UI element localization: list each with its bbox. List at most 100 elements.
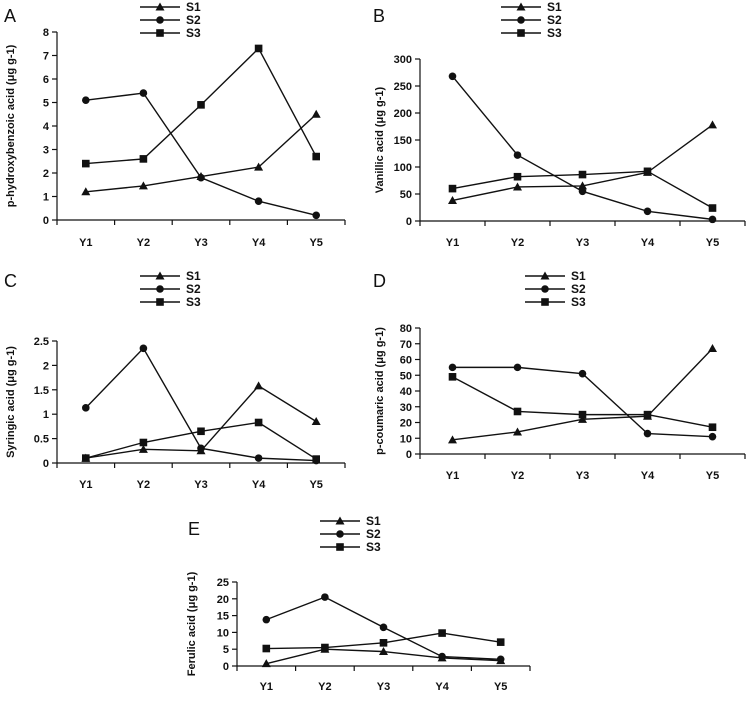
panel-e-y-tick-label: 20 [217,594,229,606]
panel-d-y-tick-label: 10 [400,433,412,445]
panel-d-s3-point [578,410,587,419]
panel-a-x-tick-label: Y3 [194,237,207,249]
panel-c-series-s2-line [85,347,317,462]
panel-a-s3-point [82,159,90,168]
panel-c-s2-point [82,404,90,412]
panel-e-s3-point [496,638,505,646]
panel-b-legend-label-s2: S2 [547,13,562,27]
panel-e-s2-point [262,615,271,624]
panel-b-letter: B [373,6,385,26]
panel-e-legend-label-s2: S2 [366,527,381,541]
panel-a-y-axis-label: p-hydroxybenzoic acid (μg g-1) [5,44,17,207]
panel-e-s3-point [379,639,388,647]
panel-c-s3-point [82,454,90,462]
panel-d-legend-marker-s2 [541,285,549,293]
panel-c-s3-point [197,427,205,436]
panel-e-legend-label-s3: S3 [366,540,381,554]
panel-d-s2-point [578,369,587,378]
panel-c-x-tick-label: Y3 [194,479,207,491]
panel-d-s3-point [448,373,457,381]
panel-c-y-tick-label: 2.5 [34,336,49,348]
panel-d: D 0 10 20 30 40 50 60 70 80 Y1 Y2 Y3 Y4 Y5 p-coumaric a… [373,269,746,482]
panel-c-x-tick-label: Y4 [252,479,266,491]
panel-c-x-tick-label: Y5 [309,479,322,491]
panel-c-s3-point [312,455,320,463]
panel-a-y-tick-label: 0 [43,215,49,227]
panel-c-s1-point [138,444,148,453]
panel-a-y-tick-label: 4 [43,121,50,133]
panel-a-s3-point [197,101,205,109]
panel-c-series-s3 [82,418,320,463]
panel-e-s3-point [262,644,271,653]
panel-b-s3-point [448,184,457,193]
panel-b-y-tick-label: 0 [406,216,412,228]
panel-d-x-tick-label: Y2 [511,470,524,482]
panel-a-x-tick-label: Y4 [252,237,266,249]
panel-d-s1-point [578,414,587,423]
panel-a-s1-point [311,109,321,118]
panel-d-series-s3 [448,373,717,432]
panel-a-s2-point [312,211,321,220]
panel-d-y-tick-label: 50 [400,370,412,382]
panel-b-s1-point [708,120,717,129]
panel-e-legend-label-s1: S1 [366,514,381,528]
panel-c-series-s2 [82,344,321,465]
panel-a-y-tick-label: 1 [43,192,49,204]
panel-d-x-tick-label: Y5 [706,470,719,482]
panel-d-s2-point [708,432,717,441]
panel-b-s3-point [708,204,717,212]
panel-c-s2-point [254,454,263,462]
panel-b-legend-marker-s3 [517,29,525,37]
panel-a-x-tick-label: Y5 [309,237,322,249]
panel-e-legend-marker-s2 [336,530,344,538]
panel-a-y-tick-label: 2 [43,168,49,180]
panel-a: A 0 1 2 3 4 5 6 7 8 Y1 Y2 Y3 Y4 Y5 p-hydroxybenzoic aci… [4,0,346,249]
panel-c-legend-label-s1: S1 [186,269,201,283]
panel-d-s1-point [448,435,457,444]
panel-a-legend-marker-s3 [156,29,164,37]
panel-e-s2-point [496,655,505,664]
panel-e-legend-marker-s3 [336,543,344,551]
panel-b-s2-point [643,207,652,216]
panel-e-x-tick-label: Y3 [377,681,390,693]
panel-c-y-tick-label: 2 [43,360,49,372]
panel-e-y-tick-label: 10 [217,627,229,639]
panel-b-y-tick-label: 150 [394,135,412,147]
panel-d-s2-point [643,429,652,438]
panel-a-s3-point [312,152,320,161]
panel-b-x-tick-label: Y1 [446,237,459,249]
panel-d-y-axis-label: p-coumaric acid (μg g-1) [374,327,386,455]
panel-c-legend-label-s3: S3 [186,295,201,309]
panel-b-y-axis-label: Vanillic acid (μg g-1) [374,86,386,193]
panel-b-x-tick-label: Y3 [576,237,589,249]
panel-e-y-tick-label: 25 [217,577,229,589]
panel-e-s2-point [379,623,388,632]
panel-d-s3-point [708,423,717,432]
panel-e-s1-point [261,659,271,668]
panel-e-s2-point [321,593,329,601]
panel-a-y-tick-label: 6 [43,74,49,86]
panel-b-series-s2-line [451,75,713,221]
panel-b-series-s2 [448,72,717,224]
panel-d-y-tick-label: 70 [400,339,412,351]
panel-d-y-tick-label: 20 [400,418,412,430]
panel-d-y-tick-label: 30 [400,402,412,414]
panel-c-legend-marker-s2 [156,285,164,293]
panel-b-s2-point [578,187,587,196]
panel-b-s3-point [643,167,652,176]
panel-b-y-tick-label: 100 [394,162,412,174]
panel-a-series-s1 [81,109,321,196]
panel-a-legend-marker-s1 [155,2,165,11]
panel-a-series-s2 [82,89,321,220]
panel-d-series-s2-line [452,366,713,438]
panel-e: E 0 5 10 15 20 25 Y1 Y2 Y3 Y4 Y5 Ferulic acid (μg g-… [186,514,531,693]
panel-c-legend-label-s2: S2 [186,282,201,296]
panel-b-s1-point [513,182,522,191]
panel-a-y-tick-label: 7 [43,51,49,63]
panel-d-x-tick-label: Y1 [446,470,459,482]
panel-c-x-tick-label: Y1 [79,479,92,491]
panel-d-legend-marker-s3 [541,298,549,306]
panel-c-legend-marker-s1 [155,271,165,280]
panel-b-legend-label-s1: S1 [547,0,562,14]
panel-e-series-s3 [262,629,505,653]
